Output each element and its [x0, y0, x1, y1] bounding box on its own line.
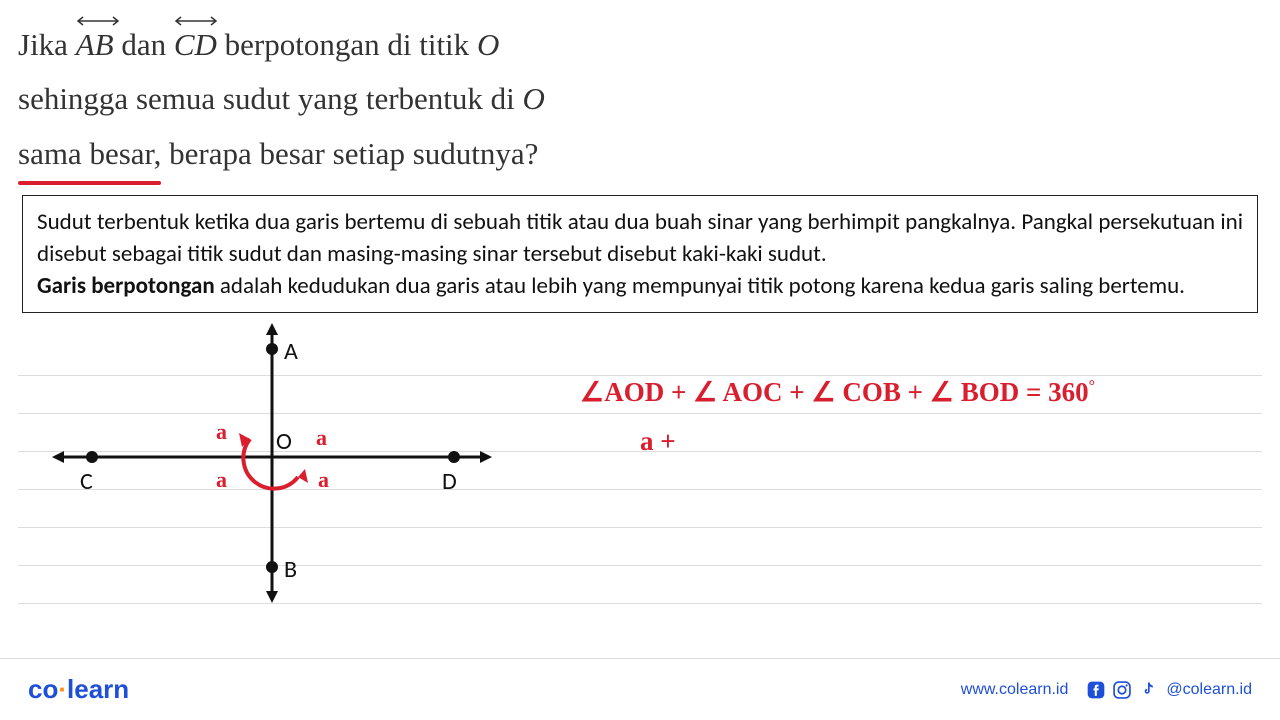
work-area: A B C D O a a a a ∠AOD + ∠ AOC + ∠ COB +… [0, 319, 1280, 619]
angle-a-2: a [316, 425, 327, 451]
social-handle: @colearn.id [1166, 681, 1252, 699]
question-text: Jika AB dan CD berpotongan di titik O se… [0, 0, 1280, 189]
q-prefix: Jika [18, 27, 76, 62]
def-bold: Garis berpotongan [37, 272, 215, 300]
facebook-icon [1086, 680, 1106, 700]
underlined-text: sama besar, [18, 127, 161, 181]
label-o: O [276, 427, 292, 456]
line-ab: AB [76, 18, 114, 72]
angle-a-3: a [216, 467, 227, 493]
intersection-diagram: A B C D O a a a a [50, 319, 500, 609]
var-o1: O [477, 27, 499, 62]
handwritten-work: ∠AOD + ∠ AOC + ∠ COB + ∠ BOD = 360° a + [580, 377, 1095, 457]
q-mid2: berpotongan di titik [225, 27, 477, 62]
label-c: C [80, 467, 93, 496]
line-cd: CD [174, 18, 217, 72]
hw-line2: a + [640, 426, 1095, 457]
label-d: D [442, 467, 457, 496]
line-cd-arrow-icon [172, 16, 220, 26]
tiktok-icon [1138, 680, 1158, 700]
def-text2: adalah kedudukan dua garis atau lebih ya… [215, 272, 1185, 300]
q-line2: sehingga semua sudut yang terbentuk di [18, 81, 523, 116]
social-icons: @colearn.id [1086, 680, 1252, 700]
footer-url: www.colearn.id [961, 681, 1069, 699]
brand-logo: co·learn [28, 674, 129, 705]
q-mid1: dan [121, 27, 174, 62]
label-b: B [284, 555, 297, 584]
footer-bar: co·learn www.colearn.id @colearn.id [0, 658, 1280, 720]
var-o2: O [523, 81, 545, 116]
q-rest: berapa besar setiap sudutnya? [169, 136, 538, 171]
instagram-icon [1112, 680, 1132, 700]
definition-box: Sudut terbentuk ketika dua garis bertemu… [22, 195, 1258, 314]
angle-a-1: a [216, 419, 227, 445]
hw-equation: ∠AOD + ∠ AOC + ∠ COB + ∠ BOD = 360° [580, 377, 1095, 408]
def-text1: Sudut terbentuk ketika dua garis bertemu… [37, 208, 1243, 268]
line-ab-arrow-icon [74, 16, 122, 26]
label-a: A [284, 337, 298, 366]
diagram-svg [50, 319, 500, 609]
angle-a-4: a [318, 467, 329, 493]
